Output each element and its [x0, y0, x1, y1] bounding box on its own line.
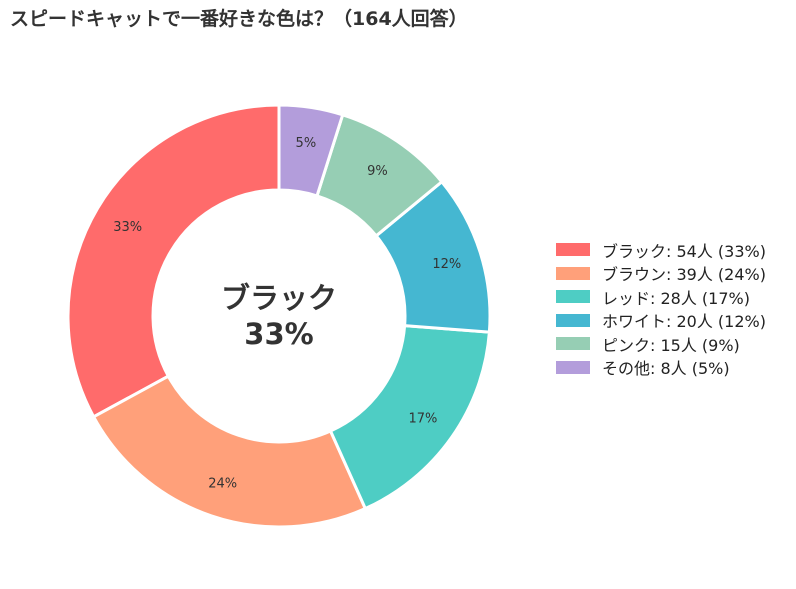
- legend-label: ホワイト: 20人 (12%): [602, 312, 766, 332]
- legend-item: レッド: 28人 (17%): [556, 285, 766, 309]
- chart-title: スピードキャットで一番好きな色は？（164人回答）: [10, 8, 468, 30]
- legend-swatch: [556, 337, 590, 351]
- legend-swatch: [556, 313, 590, 327]
- center-value-label: 33%: [244, 317, 313, 351]
- legend-label: その他: 8人 (5%): [602, 359, 730, 379]
- legend-swatch: [556, 360, 590, 374]
- center-category-label: ブラック: [221, 281, 337, 315]
- legend: ブラック: 54人 (33%) ブラウン: 39人 (24%) レッド: 28人 (…: [556, 238, 766, 379]
- legend-item: ブラック: 54人 (33%): [556, 238, 766, 262]
- slice-percent-label: 12%: [432, 257, 461, 272]
- legend-swatch: [556, 243, 590, 257]
- slice-percent-label: 17%: [409, 411, 438, 426]
- donut-slice: [66, 103, 281, 419]
- legend-item: ホワイト: 20人 (12%): [556, 309, 766, 333]
- slice-percent-label: 24%: [208, 477, 237, 492]
- legend-label: ブラック: 54人 (33%): [602, 241, 766, 261]
- legend-label: レッド: 28人 (17%): [602, 288, 750, 308]
- legend-swatch: [556, 290, 590, 304]
- legend-item: ピンク: 15人 (9%): [556, 332, 766, 356]
- slice-percent-label: 9%: [367, 164, 388, 179]
- legend-item: ブラウン: 39人 (24%): [556, 262, 766, 286]
- donut-slices: [66, 103, 492, 529]
- slice-percent-label: 5%: [296, 136, 317, 151]
- donut-slice: [277, 103, 345, 198]
- slice-percent-label: 33%: [113, 220, 142, 235]
- legend-label: ピンク: 15人 (9%): [602, 335, 740, 355]
- legend-item: その他: 8人 (5%): [556, 356, 766, 380]
- donut-slice: [91, 374, 368, 529]
- legend-label: ブラウン: 39人 (24%): [602, 265, 766, 285]
- legend-swatch: [556, 266, 590, 280]
- slice-percent-labels: 33% 24% 17% 12% 9% 5%: [113, 136, 461, 492]
